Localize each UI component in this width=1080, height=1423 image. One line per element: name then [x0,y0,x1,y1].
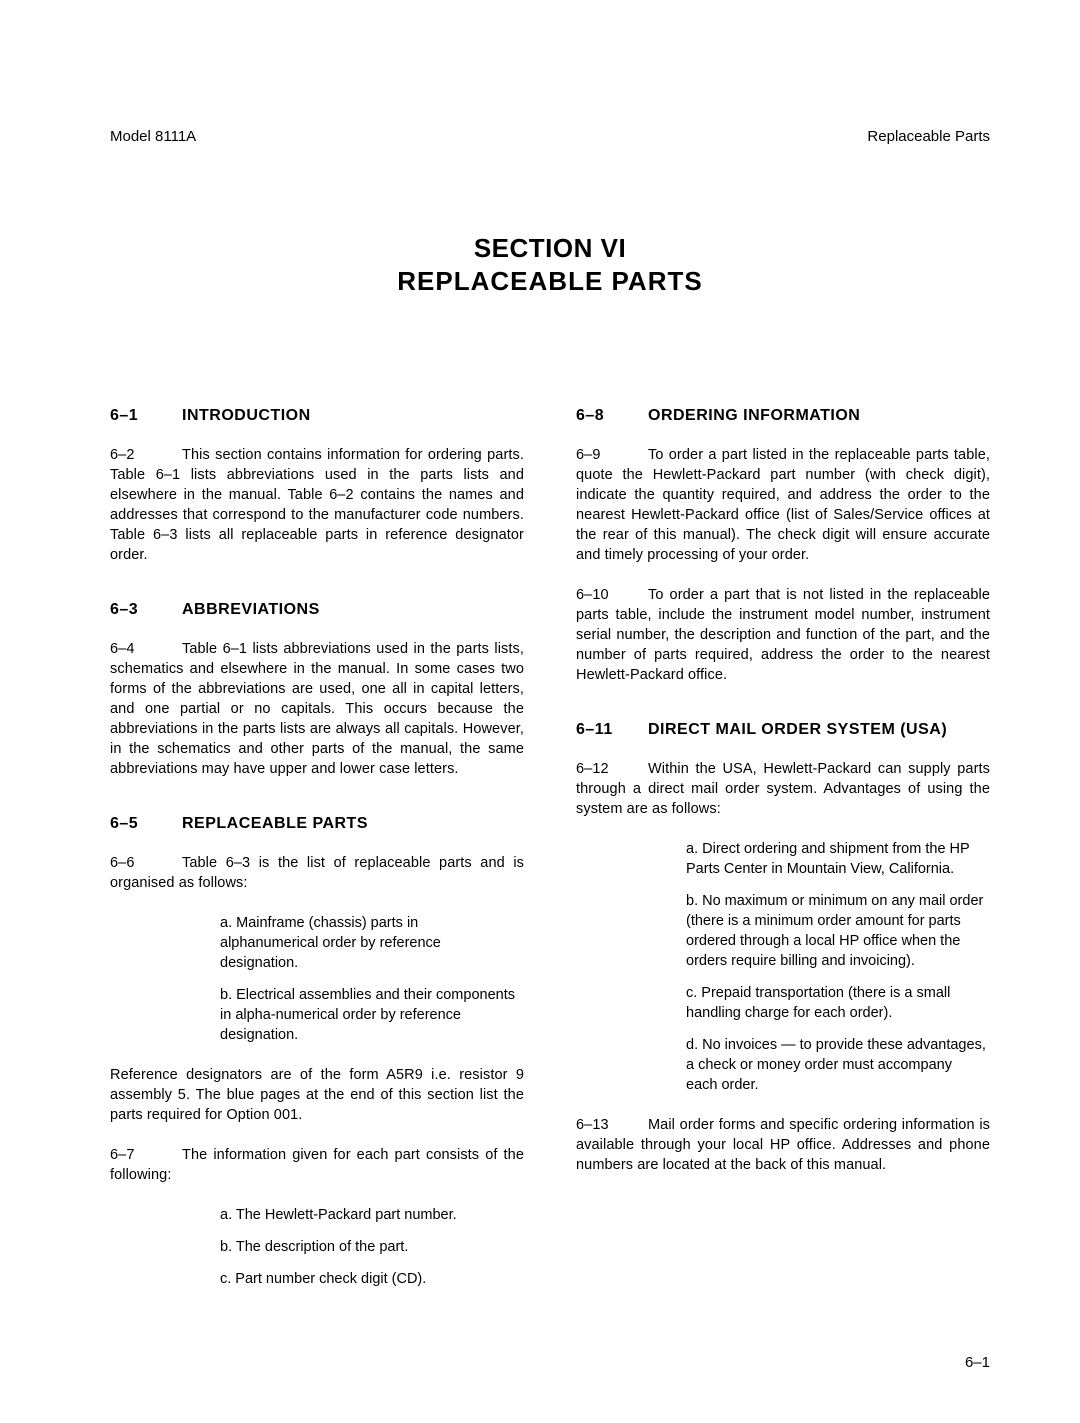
page-header: Model 8111A Replaceable Parts [110,128,990,145]
para-6-4: 6–4Table 6–1 lists abbreviations used in… [110,639,524,779]
heading-6-5: 6–5REPLACEABLE PARTS [110,815,524,833]
list-item: c. Prepaid transportation (there is a sm… [686,983,986,1023]
model-label: Model 8111A [110,128,196,145]
page-number: 6–1 [965,1354,990,1371]
heading-num: 6–11 [576,721,648,739]
heading-num: 6–3 [110,601,182,619]
para-6-6: 6–6Table 6–3 is the list of replaceable … [110,853,524,893]
para-text: To order a part listed in the replaceabl… [576,447,990,563]
para-6-10: 6–10To order a part that is not listed i… [576,585,990,685]
right-column: 6–8ORDERING INFORMATION 6–9To order a pa… [576,407,990,1309]
heading-text: DIRECT MAIL ORDER SYSTEM (USA) [648,721,947,738]
section-label: Replaceable Parts [867,128,990,145]
list-item: a. Direct ordering and shipment from the… [686,839,986,879]
para-num: 6–6 [110,853,182,873]
list-item: b. The description of the part. [220,1237,520,1257]
list-item: c. Part number check digit (CD). [220,1269,520,1289]
para-num: 6–13 [576,1115,648,1135]
heading-num: 6–8 [576,407,648,425]
heading-text: REPLACEABLE PARTS [182,815,368,832]
title-line-2: REPLACEABLE PARTS [110,266,990,297]
heading-num: 6–5 [110,815,182,833]
list-item: d. No invoices — to provide these advant… [686,1035,986,1095]
list-item: a. The Hewlett-Packard part number. [220,1205,520,1225]
para-num: 6–12 [576,759,648,779]
heading-6-11: 6–11DIRECT MAIL ORDER SYSTEM (USA) [576,721,990,739]
para-6-2: 6–2This section contains information for… [110,445,524,565]
list-item: b. No maximum or minimum on any mail ord… [686,891,986,971]
sublist-6-7: a. The Hewlett-Packard part number. b. T… [110,1205,524,1289]
body-columns: 6–1INTRODUCTION 6–2This section contains… [110,407,990,1309]
para-num: 6–10 [576,585,648,605]
para-reference-designators: Reference designators are of the form A5… [110,1065,524,1125]
para-text: Table 6–1 lists abbreviations used in th… [110,641,524,777]
list-item: b. Electrical assemblies and their compo… [220,985,520,1045]
heading-text: INTRODUCTION [182,407,311,424]
heading-num: 6–1 [110,407,182,425]
para-num: 6–2 [110,445,182,465]
para-6-12: 6–12Within the USA, Hewlett-Packard can … [576,759,990,819]
heading-6-8: 6–8ORDERING INFORMATION [576,407,990,425]
heading-6-3: 6–3ABBREVIATIONS [110,601,524,619]
sublist-6-6: a. Mainframe (chassis) parts in alphanum… [110,913,524,1045]
para-num: 6–9 [576,445,648,465]
left-column: 6–1INTRODUCTION 6–2This section contains… [110,407,524,1309]
title-line-1: SECTION VI [110,233,990,264]
para-num: 6–4 [110,639,182,659]
para-6-7: 6–7The information given for each part c… [110,1145,524,1185]
sublist-6-12: a. Direct ordering and shipment from the… [576,839,990,1095]
list-item: a. Mainframe (chassis) parts in alphanum… [220,913,520,973]
section-title: SECTION VI REPLACEABLE PARTS [110,233,990,297]
para-6-13: 6–13Mail order forms and specific orderi… [576,1115,990,1175]
para-num: 6–7 [110,1145,182,1165]
para-6-9: 6–9To order a part listed in the replace… [576,445,990,565]
heading-text: ABBREVIATIONS [182,601,320,618]
para-text: This section contains information for or… [110,447,524,563]
heading-6-1: 6–1INTRODUCTION [110,407,524,425]
heading-text: ORDERING INFORMATION [648,407,860,424]
